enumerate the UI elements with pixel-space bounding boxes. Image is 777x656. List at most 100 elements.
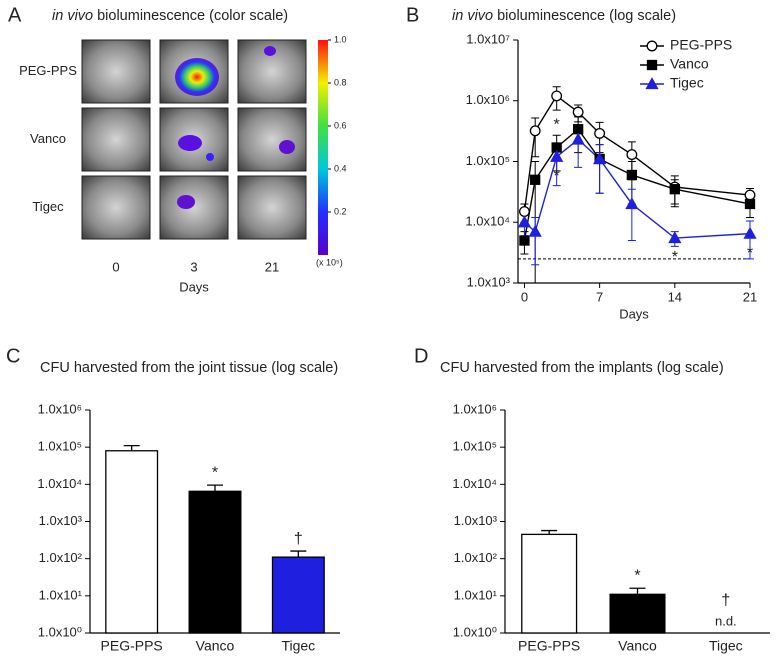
signal-blob	[175, 58, 219, 96]
marker	[744, 198, 756, 210]
colorbar-tick-label: 0.8	[334, 77, 347, 87]
x-tick-label: Tigec	[709, 638, 743, 654]
error-bar	[207, 484, 223, 492]
bar	[188, 490, 242, 634]
colorbar-tick-label: 1.0	[334, 34, 347, 44]
mouse-image	[81, 107, 151, 172]
error-bar	[627, 188, 636, 242]
bar	[105, 450, 159, 634]
marker	[743, 226, 757, 239]
y-tick-label: 1.0x10³	[454, 513, 498, 528]
bar-label: *	[634, 567, 640, 584]
marker	[668, 231, 682, 244]
marker	[594, 127, 606, 139]
signal-blob	[178, 135, 202, 151]
column-label: 0	[112, 259, 119, 274]
mouse-image	[81, 175, 151, 240]
legend-marker	[646, 59, 658, 71]
x-tick-label: 21	[743, 289, 757, 304]
panel-letter: C	[6, 345, 20, 367]
x-tick-label: 0	[521, 289, 528, 304]
y-tick-label: 1.0x10⁴	[37, 476, 82, 491]
point-label: *	[747, 245, 753, 262]
panel-title: CFU harvested from the implants (log sca…	[440, 360, 724, 376]
error-bar	[595, 144, 604, 194]
marker	[744, 189, 756, 201]
marker	[519, 235, 530, 246]
signal-blob	[177, 195, 195, 209]
column-label: 3	[190, 259, 197, 274]
error-bar	[123, 444, 140, 451]
x-tick-label: PEG-PPS	[518, 638, 580, 654]
panel-title: CFU harvested from the joint tissue (log…	[40, 360, 338, 376]
y-tick-label: 1.0x10²	[454, 550, 498, 565]
panel-title: in vivo bioluminescence (log scale)	[452, 8, 676, 24]
marker	[550, 149, 564, 162]
title-italic: in vivo	[52, 8, 93, 24]
marker	[593, 152, 607, 165]
y-tick-label: 1.0x10⁶	[466, 92, 510, 107]
x-axis-label: Days	[179, 279, 209, 294]
marker	[518, 206, 530, 218]
marker	[669, 184, 680, 195]
y-tick-label: 1.0x10⁵	[466, 153, 510, 168]
y-tick-label: 1.0x10¹	[454, 587, 498, 602]
colorbar	[318, 40, 328, 255]
marker	[626, 169, 638, 181]
y-tick-label: 1.0x10²	[39, 550, 83, 565]
bar	[609, 593, 666, 634]
y-tick-label: 1.0x10⁷	[466, 31, 510, 46]
mouse-image	[237, 175, 307, 240]
x-tick-label: PEG-PPS	[101, 638, 163, 654]
y-tick-label: 1.0x10⁶	[38, 401, 82, 416]
y-tick-label: 1.0x10⁵	[38, 439, 82, 454]
mouse-image	[81, 39, 151, 104]
series-line	[523, 138, 751, 239]
bar	[271, 556, 325, 634]
mouse-image	[159, 175, 229, 240]
signal-blob	[279, 140, 295, 154]
legend-marker	[645, 77, 659, 90]
series-line	[523, 128, 751, 241]
legend-label: Tigec	[670, 75, 704, 91]
marker	[572, 124, 584, 135]
marker	[572, 106, 584, 118]
title-italic: in vivo	[452, 8, 493, 24]
y-tick-label: 1.0x10⁴	[452, 476, 497, 491]
y-tick-label: 1.0x10⁴	[465, 214, 510, 229]
column-label: 21	[265, 259, 279, 274]
marker	[571, 132, 585, 145]
error-bar	[629, 587, 646, 595]
panel-letter: B	[406, 4, 419, 26]
point-label: *	[554, 168, 560, 185]
row-label: Vanco	[30, 131, 66, 146]
bar-label: *	[212, 464, 218, 481]
x-tick-label: Tigec	[281, 638, 315, 654]
legend-label: PEG-PPS	[670, 37, 732, 53]
colorbar-tick-label: 0.2	[334, 206, 347, 216]
error-bar	[531, 117, 540, 158]
legend-label: Vanco	[670, 56, 709, 72]
y-tick-label: 1.0x10⁵	[453, 439, 497, 454]
title-text: bioluminescence (log scale)	[497, 8, 676, 24]
marker	[626, 149, 638, 161]
y-tick-label: 1.0x10³	[39, 513, 83, 528]
mouse-image	[237, 107, 307, 172]
bar-label: †	[721, 592, 730, 609]
marker	[530, 174, 541, 185]
marker	[625, 197, 639, 210]
x-axis-label: Days	[619, 306, 649, 321]
colorbar-tick-label: 0.4	[334, 163, 347, 173]
x-tick-label: 7	[596, 289, 603, 304]
title-text: bioluminescence (color scale)	[97, 8, 288, 24]
panel-title: in vivo bioluminescence (color scale)	[52, 8, 288, 24]
x-tick-label: Vanco	[618, 638, 657, 654]
marker	[529, 125, 541, 137]
row-label: PEG-PPS	[19, 63, 77, 78]
panel-letter: A	[8, 4, 22, 26]
y-tick-label: 1.0x10⁰	[453, 624, 497, 639]
note: n.d.	[715, 613, 737, 628]
error-bar	[290, 550, 307, 558]
